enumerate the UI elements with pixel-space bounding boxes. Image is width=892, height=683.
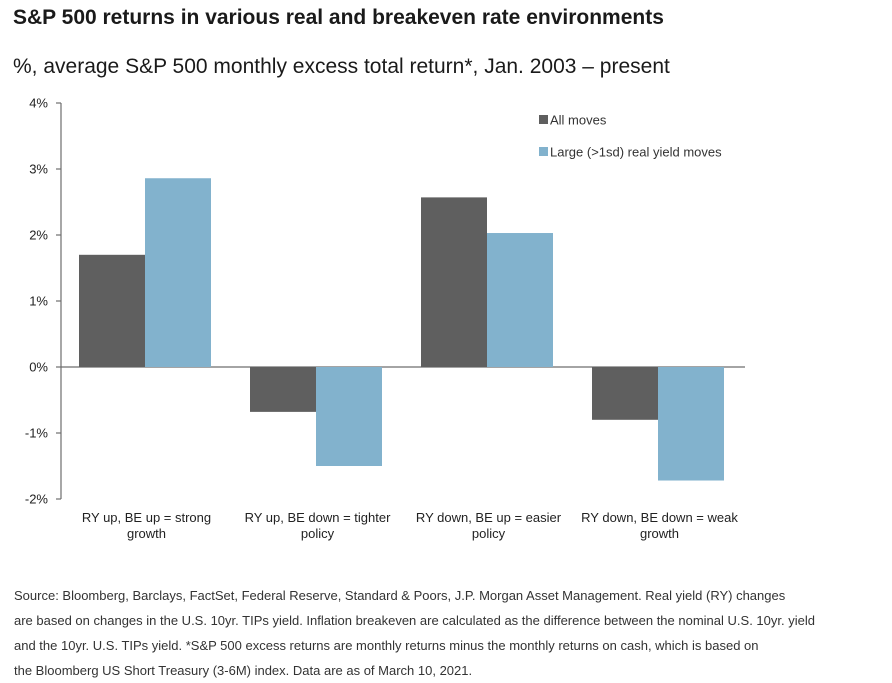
y-tick-label: 1% bbox=[29, 294, 48, 309]
chart-subtitle: %, average S&P 500 monthly excess total … bbox=[13, 55, 670, 78]
bar-all-moves-2 bbox=[250, 367, 316, 412]
y-tick-label: -2% bbox=[25, 492, 49, 507]
x-category-label: growth bbox=[127, 526, 166, 541]
chart-title: S&P 500 returns in various real and brea… bbox=[13, 6, 664, 29]
x-category-label: RY down, BE up = easier bbox=[416, 510, 562, 525]
bar-all-moves-1 bbox=[79, 254, 145, 367]
source-line: are based on changes in the U.S. 10yr. T… bbox=[14, 613, 815, 628]
bar-large-moves-4 bbox=[658, 367, 724, 481]
y-tick-label: -1% bbox=[25, 426, 49, 441]
bar-all-moves-4 bbox=[592, 367, 658, 420]
y-tick-label: 4% bbox=[29, 96, 48, 111]
source-line: and the 10yr. U.S. TIPs yield. *S&P 500 … bbox=[14, 638, 759, 653]
source-note: Source: Bloomberg, Barclays, FactSet, Fe… bbox=[14, 583, 884, 683]
y-tick-label: 2% bbox=[29, 228, 48, 243]
x-category-label: RY down, BE down = weak bbox=[581, 510, 738, 525]
bar-large-moves-1 bbox=[145, 178, 211, 367]
y-tick-label: 3% bbox=[29, 162, 48, 177]
bar-all-moves-3 bbox=[421, 197, 487, 367]
x-category-label: growth bbox=[640, 526, 679, 541]
bar-large-moves-3 bbox=[487, 233, 553, 367]
source-line: the Bloomberg US Short Treasury (3-6M) i… bbox=[14, 663, 473, 678]
legend-label-1: All moves bbox=[550, 113, 607, 128]
bar-large-moves-2 bbox=[316, 367, 382, 466]
source-line: Source: Bloomberg, Barclays, FactSet, Fe… bbox=[14, 588, 786, 603]
bar-chart: 4%3%2%1%0%-1%-2%RY up, BE up = stronggro… bbox=[25, 96, 745, 541]
x-category-label: policy bbox=[301, 526, 335, 541]
x-category-label: RY up, BE down = tighter bbox=[245, 510, 392, 525]
legend-swatch-1 bbox=[539, 115, 548, 124]
x-category-label: RY up, BE up = strong bbox=[82, 510, 211, 525]
y-tick-label: 0% bbox=[29, 360, 48, 375]
x-category-label: policy bbox=[472, 526, 506, 541]
legend-swatch-2 bbox=[539, 147, 548, 156]
legend-label-2: Large (>1sd) real yield moves bbox=[550, 145, 722, 160]
